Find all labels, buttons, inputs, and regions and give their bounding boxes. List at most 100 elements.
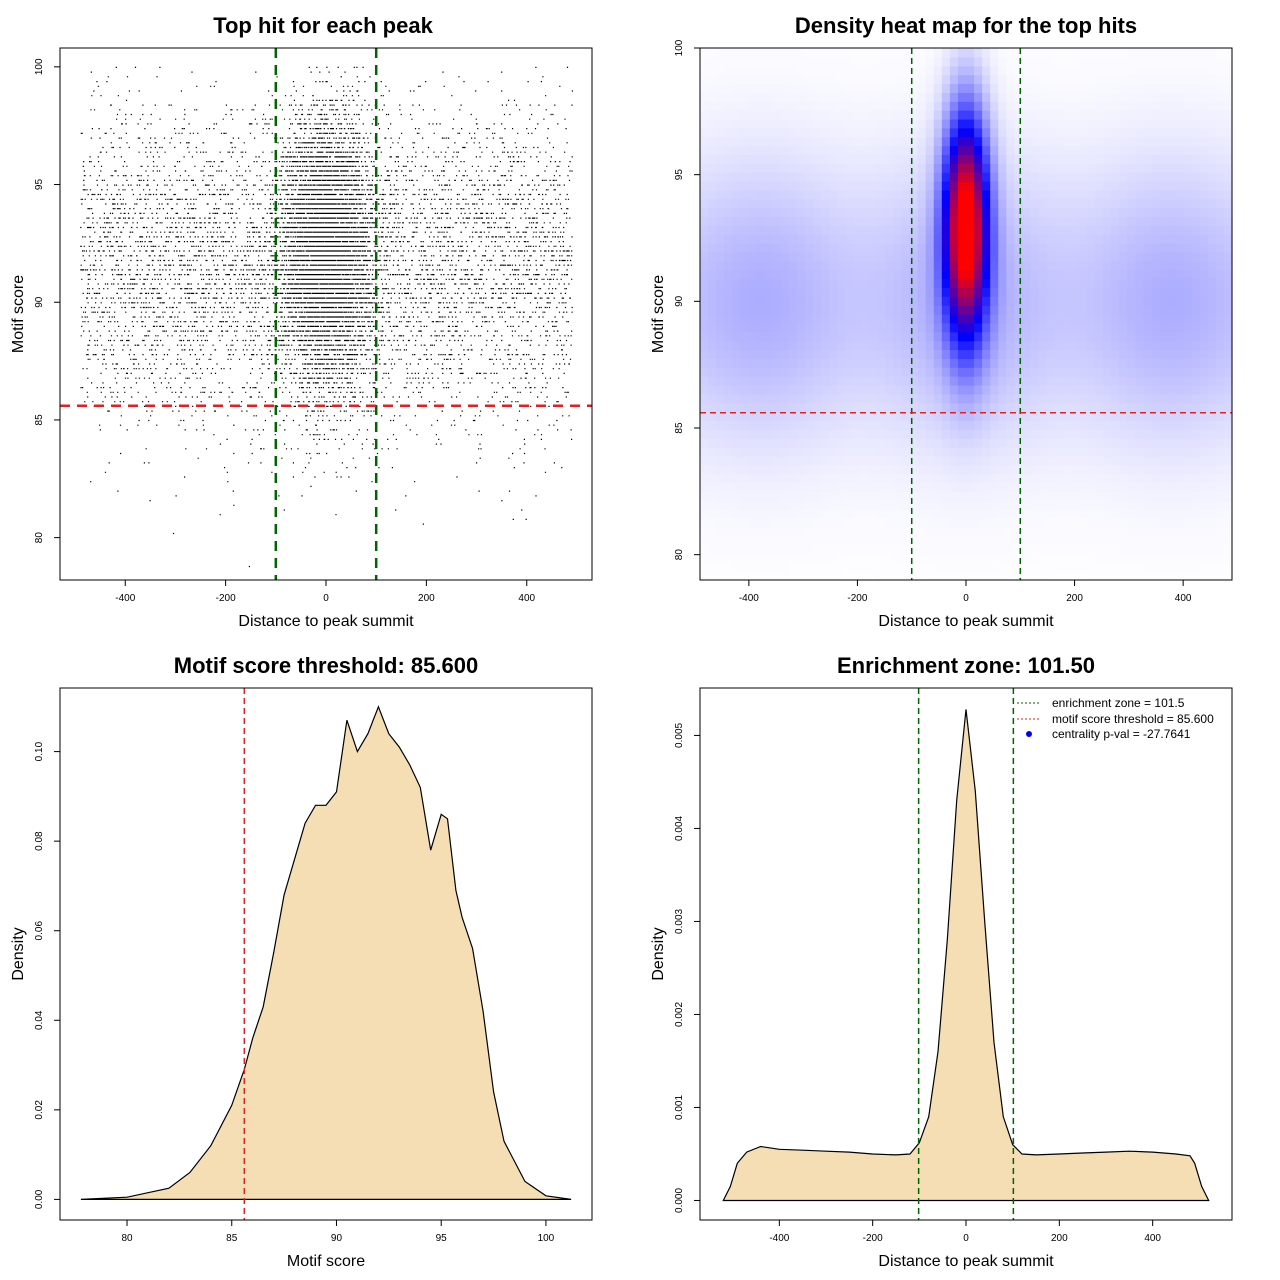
heatmap-cell bbox=[700, 48, 709, 58]
heatmap-cell bbox=[885, 464, 895, 475]
heatmap-cell bbox=[877, 127, 886, 138]
heatmap-cell bbox=[869, 260, 878, 271]
heatmap-cell bbox=[885, 234, 895, 244]
heatmap-cell bbox=[893, 278, 903, 288]
heatmap-cell bbox=[893, 349, 903, 359]
heatmap-cell bbox=[724, 127, 733, 138]
heatmap-cell bbox=[740, 305, 749, 315]
heatmap-cell bbox=[804, 562, 814, 572]
heatmap-cell bbox=[796, 163, 806, 173]
heatmap-cell bbox=[740, 473, 749, 484]
heatmap-cell bbox=[1006, 56, 1015, 67]
heatmap-cell bbox=[1111, 216, 1120, 226]
heatmap-cell bbox=[925, 154, 935, 164]
heatmap-cell bbox=[764, 491, 774, 501]
heatmap-cell bbox=[732, 305, 741, 315]
heatmap-cell bbox=[1143, 500, 1152, 510]
heatmap-cell bbox=[740, 420, 749, 430]
heatmap-cell bbox=[1022, 500, 1032, 510]
heatmap-cell bbox=[780, 234, 790, 244]
heatmap-cell bbox=[716, 571, 725, 581]
heatmap-cell bbox=[1143, 455, 1152, 466]
heatmap-cell bbox=[812, 234, 822, 244]
heatmap-cell bbox=[1215, 340, 1225, 351]
heatmap-cell bbox=[732, 234, 741, 244]
heatmap-cell bbox=[893, 384, 903, 395]
heatmap-cell bbox=[1070, 571, 1080, 581]
legend-label-enrichment: enrichment zone = 101.5 bbox=[1052, 696, 1185, 710]
heatmap-cell bbox=[1183, 491, 1193, 501]
heatmap-cell bbox=[780, 118, 790, 129]
heatmap-cell bbox=[1046, 402, 1056, 413]
heatmap-cell bbox=[1014, 296, 1024, 306]
heatmap-cell bbox=[828, 278, 838, 288]
heatmap-cell bbox=[1094, 517, 1104, 528]
heatmap-cell bbox=[780, 287, 790, 297]
heatmap-cell bbox=[1022, 438, 1032, 448]
heatmap-cell bbox=[1086, 393, 1096, 404]
heatmap-cell bbox=[812, 535, 822, 546]
heatmap-cell bbox=[708, 251, 717, 262]
heatmap-cell bbox=[966, 287, 975, 297]
heatmap-cell bbox=[1006, 322, 1015, 333]
heatmap-cell bbox=[933, 145, 943, 155]
heatmap-cell bbox=[949, 491, 959, 501]
heatmap-cell bbox=[869, 127, 878, 138]
heatmap-cell bbox=[772, 367, 782, 377]
heatmap-cell bbox=[1070, 83, 1080, 93]
heatmap-cell bbox=[748, 92, 758, 102]
heatmap-cell bbox=[756, 65, 766, 76]
heatmap-cell bbox=[812, 269, 822, 280]
heatmap-cell bbox=[1167, 367, 1177, 377]
heatmap-cell bbox=[1215, 136, 1225, 147]
heatmap-cell bbox=[716, 562, 725, 572]
heatmap-cell bbox=[764, 260, 774, 271]
heatmap-cell bbox=[966, 393, 975, 404]
heatmap-cell bbox=[796, 402, 806, 413]
heatmap-cell bbox=[1223, 163, 1233, 173]
heatmap-cell bbox=[933, 74, 943, 85]
heatmap-cell bbox=[700, 331, 709, 342]
heatmap-cell bbox=[1062, 562, 1072, 572]
heatmap-cell bbox=[885, 500, 895, 510]
heatmap-cell bbox=[708, 110, 717, 120]
heatmap-cell bbox=[1094, 393, 1104, 404]
heatmap-cell bbox=[845, 278, 854, 288]
heatmap-cell bbox=[869, 544, 878, 554]
heatmap-cell bbox=[1207, 429, 1217, 439]
heatmap-cell bbox=[1159, 92, 1169, 102]
heatmap-cell bbox=[1119, 553, 1128, 563]
heatmap-cell bbox=[1014, 402, 1024, 413]
heatmap-cell bbox=[1070, 172, 1080, 182]
heatmap-cell bbox=[917, 464, 927, 475]
heatmap-cell bbox=[812, 464, 822, 475]
heatmap-cell bbox=[1054, 56, 1064, 67]
heatmap-cell bbox=[933, 181, 943, 191]
heatmap-cells bbox=[700, 48, 1233, 581]
heatmap-cell bbox=[1167, 429, 1177, 439]
heatmap-cell bbox=[740, 544, 749, 554]
heatmap-cell bbox=[893, 92, 903, 102]
heatmap-cell bbox=[974, 74, 983, 85]
heatmap-cell bbox=[982, 305, 991, 315]
heatmap-cell bbox=[716, 393, 725, 404]
heatmap-cell bbox=[780, 83, 790, 93]
heatmap-cell bbox=[812, 420, 822, 430]
heatmap-cell bbox=[1022, 65, 1032, 76]
heatmap-cell bbox=[845, 393, 854, 404]
heatmap-cell bbox=[1030, 411, 1040, 421]
heatmap-cell bbox=[853, 234, 862, 244]
heatmap-cell bbox=[796, 181, 806, 191]
heatmap-cell bbox=[949, 243, 959, 253]
heatmap-cell bbox=[1175, 447, 1185, 457]
heatmap-cell bbox=[1143, 535, 1152, 546]
heatmap-cell bbox=[893, 269, 903, 280]
heatmap-cell bbox=[1215, 127, 1225, 138]
heatmap-cell bbox=[820, 447, 830, 457]
heatmap-cell bbox=[925, 482, 935, 492]
heatmap-cell bbox=[925, 145, 935, 155]
heatmap-cell bbox=[982, 376, 991, 386]
heatmap-cell bbox=[869, 562, 878, 572]
heatmap-cell bbox=[933, 101, 943, 111]
heatmap-cell bbox=[877, 163, 886, 173]
